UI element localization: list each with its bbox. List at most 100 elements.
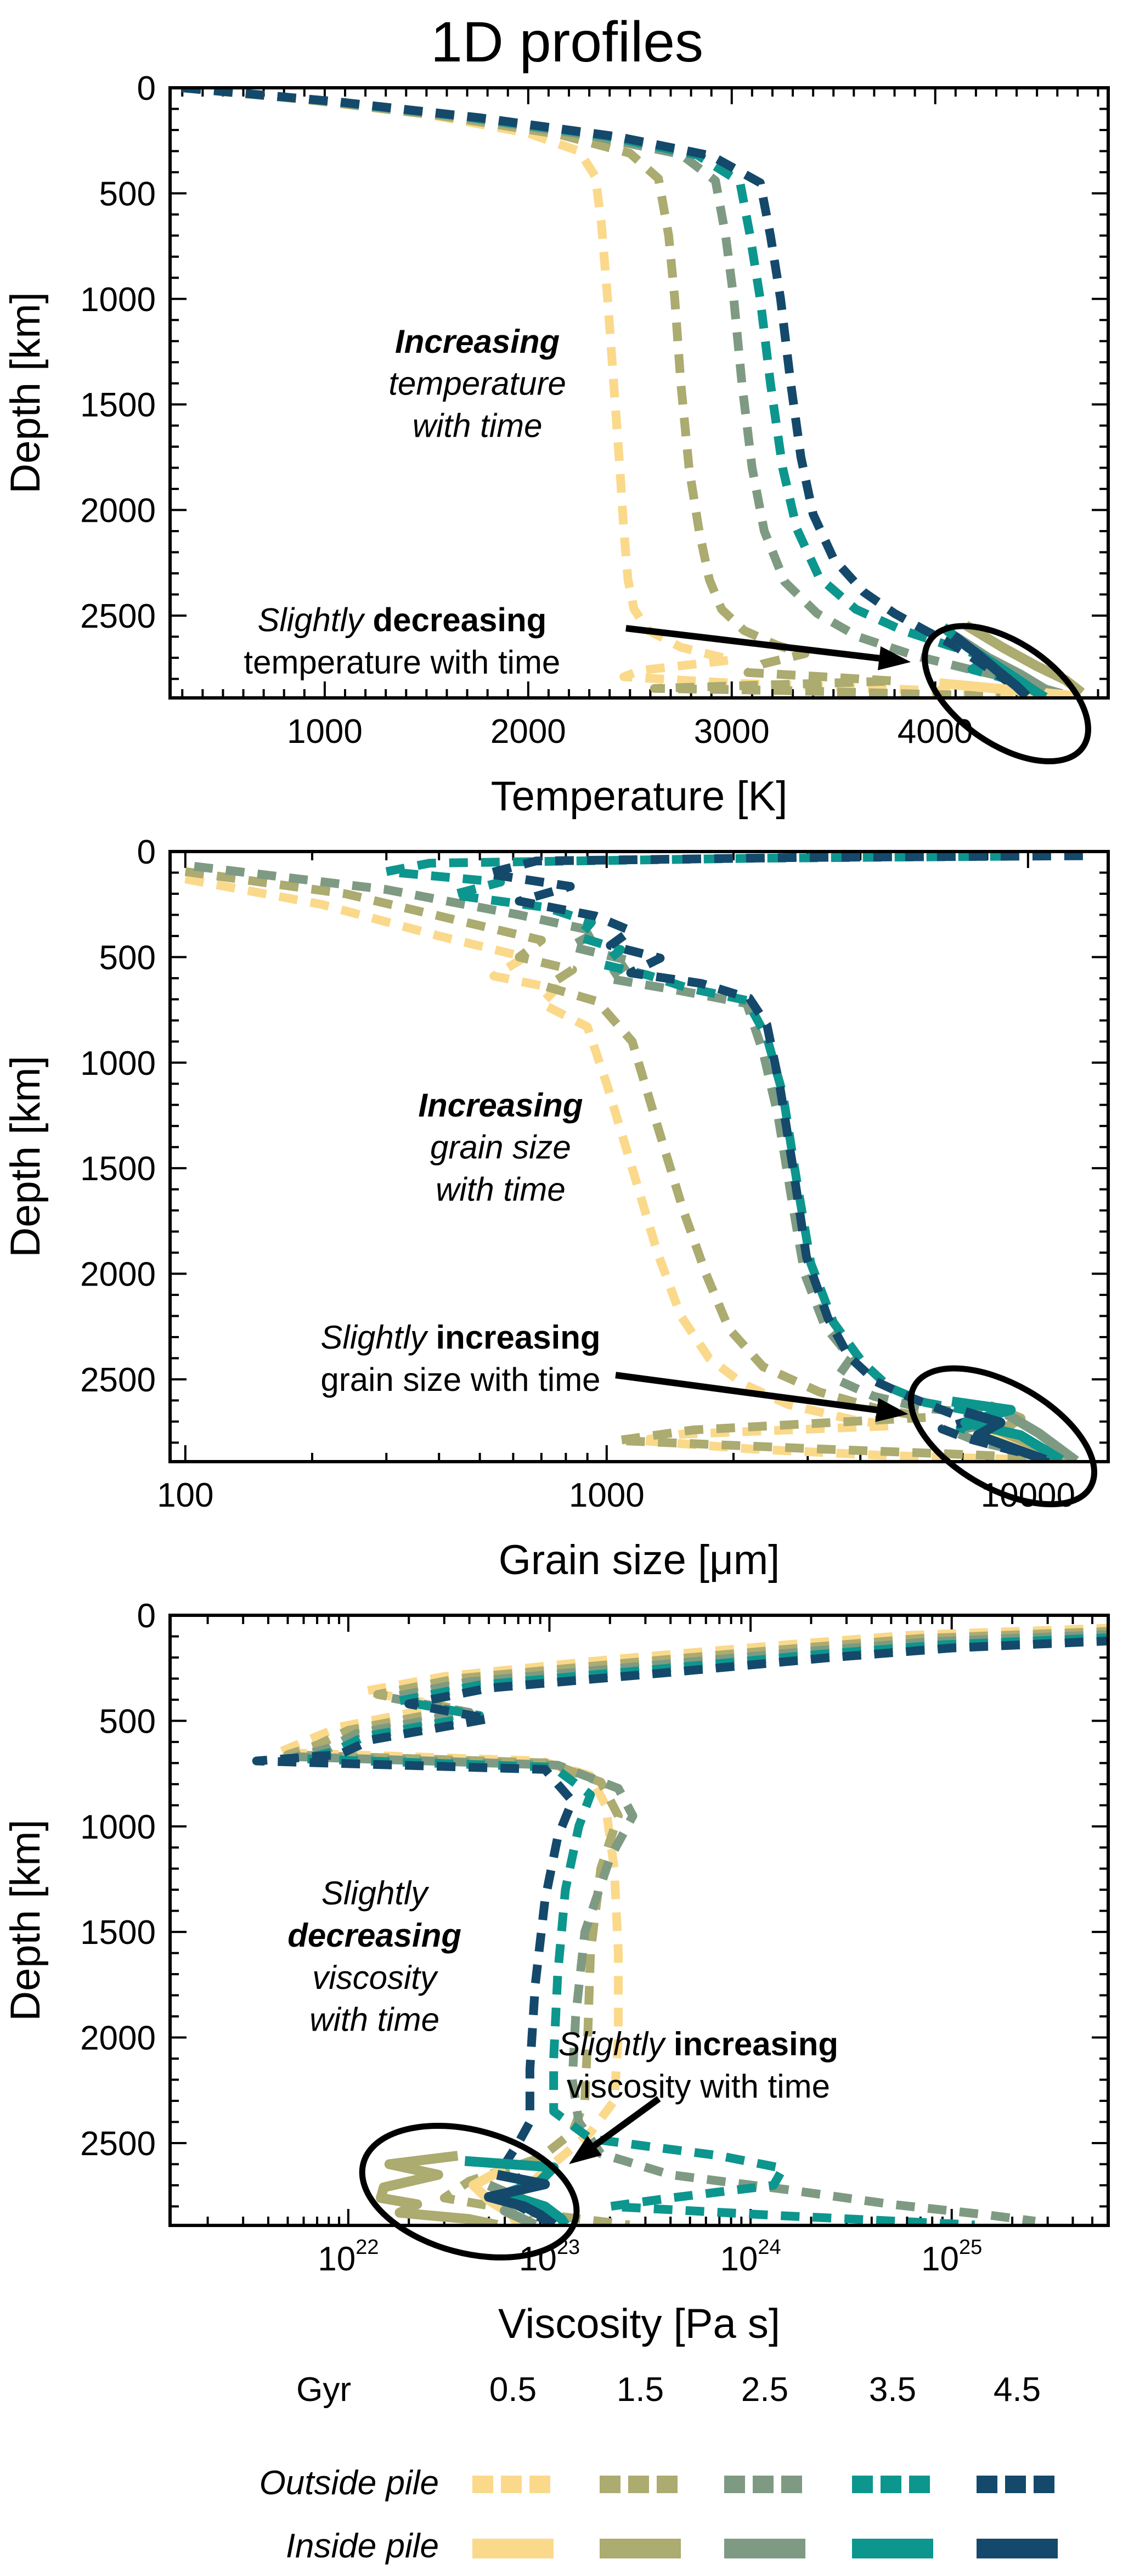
y-tick-label: 1000 [80,1808,156,1846]
panel-grainsize-highlight-ellipse [907,1365,1097,1508]
legend-dash-segment [724,2476,745,2493]
panel-temperature-xtick-labels: 1000 2000 3000 4000 [287,713,973,751]
legend-dash-segment [781,2476,802,2493]
panel-grainsize-series [184,852,1083,1462]
legend-dash-segment [881,2476,901,2493]
series-t15-inside [376,2151,499,2225]
legend-gyr-label: Gyr [296,2371,351,2409]
x-tick-label: 3000 [694,713,770,751]
legend-row-label-solid: Inside pile [285,2527,439,2565]
x-tick-label: 4000 [898,713,973,751]
y-tick-label: 0 [137,70,156,108]
legend-dash-segment [753,2476,774,2493]
annotation-line: grain size with time [320,1361,600,1398]
legend-time-0.5: 0.5 [489,2371,537,2409]
x-tick-label: 1025 [921,2236,982,2278]
panel-viscosity-series [252,1624,1108,2225]
y-tick-label: 500 [99,175,156,213]
panel-grainsize-xtick-labels: 100 1000 10000 [157,1476,1075,1514]
series-t15-outside [182,88,1001,698]
panel-viscosity-border [168,1614,1110,2227]
y-tick-label: 1500 [80,1914,156,1952]
legend-swatch-dashed-0.5 [472,2476,550,2493]
x-tick-label: 10000 [981,1476,1075,1514]
panel-grainsize-annotation-1: Slightly increasing grain size with time [320,1319,600,1398]
y-tick-label: 500 [99,939,156,977]
panel-grainsize-arrow-shaft [615,1372,878,1413]
panel-temperature: 1000 2000 3000 4000 0 500 1000 1500 2000 2500 Temp… [2,70,1110,820]
legend-dash-segment [529,2476,550,2493]
annotation-line: grain size [430,1129,571,1166]
annotation-line: with time [413,407,543,444]
panel-grainsize-xlabel: Grain size [μm] [499,1537,780,1583]
series-t25-outside [182,88,1075,698]
series-t05-inside [939,678,1079,698]
panel-temperature-ytick-labels: 0 500 1000 1500 2000 2500 [80,70,156,635]
annotation-line: Increasing [395,323,560,360]
legend-swatch-dashed-3.5 [852,2476,930,2493]
x-tick-label: 1000 [287,713,363,751]
panel-temperature-annotation-1: Slightly decreasing temperature with time [244,602,560,681]
annotation-line: with time [309,2002,439,2038]
series-t35-outside [382,852,1075,1462]
panel-viscosity-xlabel: Viscosity [Pa s] [498,2301,780,2347]
x-tick-label: 1024 [720,2236,781,2278]
x-tick-label: 100 [157,1476,213,1514]
legend-time-1.5: 1.5 [616,2371,664,2409]
annotation-line: Slightly increasing [558,2026,838,2062]
annotation-line: Slightly increasing [320,1319,600,1356]
y-tick-label: 2000 [80,2020,156,2058]
legend-dash-segment [1034,2476,1054,2493]
y-tick-label: 1500 [80,386,156,424]
legend-swatch-dashed-4.5 [977,2476,1054,2493]
panel-grainsize-annotation-0: Increasing grain size with time [418,1087,583,1208]
panel-temperature-arrow-head [878,646,911,670]
panel-temperature-border [168,86,1110,700]
panel-viscosity-ylabel: Depth [km] [2,1819,49,2021]
legend-dash-segment [472,2476,493,2493]
legend-row-label-dashed: Outside pile [259,2464,439,2502]
series-t35-outside [182,88,1057,698]
legend-dash-segment [600,2476,620,2493]
annotation-line: Slightly [321,1875,430,1912]
series-t35-inside [951,1396,1064,1462]
annotation-line: viscosity with time [567,2068,830,2105]
legend-swatch-dashed-1.5 [600,2476,678,2493]
legend-dash-segment [1005,2476,1026,2493]
panel-viscosity-annotation-0: Slightly decreasing viscosity with time [287,1875,461,2038]
x-tick-label: 1000 [569,1476,645,1514]
series-t15-outside [184,867,1076,1462]
series-t35-outside [299,1633,1108,2225]
panel-viscosity-highlight-ellipse [359,2123,580,2261]
panel-temperature-highlight-ellipse [922,623,1091,765]
x-tick-label: 1022 [318,2236,379,2278]
y-tick-label: 1000 [80,1045,156,1083]
series-t15-outside [283,1627,1108,2225]
series-t45-outside [182,88,1030,698]
panel-viscosity: 1022 1023 1024 102505001000150020002500Visc… [2,1597,1110,2347]
panel-grainsize-ylabel: Depth [km] [2,1056,49,1257]
annotation-line: temperature with time [244,644,560,681]
legend-swatch-solid-2.5 [724,2539,805,2558]
y-tick-label: 2000 [80,492,156,530]
panel-viscosity-arrow-shaft [593,2096,661,2149]
panel-grainsize-arrow-head [875,1397,909,1422]
panel-grainsize-border [168,850,1110,1463]
series-t45-inside [964,1407,1047,1462]
legend-swatch-solid-1.5 [600,2539,681,2558]
y-tick-label: 2500 [80,2125,156,2163]
legend-swatch-dashed-2.5 [724,2476,802,2493]
series-t25-inside [1004,1410,1079,1462]
y-tick-label: 2500 [80,1361,156,1399]
legend-dash-segment [977,2476,997,2493]
panel-grainsize-ytick-labels: 0 500 1000 1500 2000 2500 [80,833,156,1399]
panel-temperature-arrow-shaft [625,625,880,662]
panel-temperature-xlabel: Temperature [K] [491,773,788,820]
annotation-line: decreasing [287,1917,461,1954]
legend-dash-segment [852,2476,873,2493]
y-tick-label: 1000 [80,281,156,319]
panel-temperature-series [182,88,1085,698]
legend-swatch-solid-3.5 [852,2539,933,2558]
